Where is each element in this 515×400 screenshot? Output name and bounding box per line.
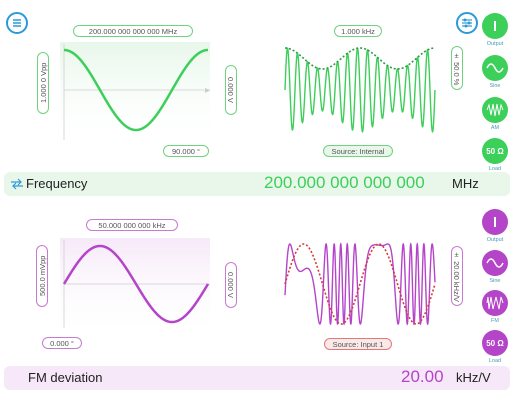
frequency-value[interactable]: 200.000 000 000 000 xyxy=(264,173,425,192)
settings-button[interactable] xyxy=(456,12,478,34)
sine-label-2: Sine xyxy=(489,278,501,284)
sine-label: Sine xyxy=(489,83,501,89)
fm-waveform-plot xyxy=(284,242,436,326)
fm-icon xyxy=(486,296,504,310)
carrier-amplitude-label-2[interactable]: 500.0 mVpp xyxy=(36,245,48,307)
power-icon xyxy=(494,217,496,227)
output-label: Output xyxy=(486,41,504,47)
modulation-depth-label[interactable]: ± 50.0 % xyxy=(451,46,463,90)
waveform-sine-button[interactable] xyxy=(482,55,508,81)
am-icon xyxy=(486,103,504,117)
modulation-source-label[interactable]: Source: Internal xyxy=(323,145,393,157)
menu-button[interactable] xyxy=(6,12,28,34)
modulation-frequency-label[interactable]: 1.000 kHz xyxy=(334,25,382,37)
fm-deviation-title: FM deviation xyxy=(28,370,103,385)
carrier-frequency-label-2[interactable]: 50.000 000 000 kHz xyxy=(86,219,178,231)
carrier-waveform-plot-2 xyxy=(60,238,210,330)
modulation-fm-button[interactable] xyxy=(482,290,508,316)
load-button[interactable]: 50 Ω xyxy=(482,138,508,164)
carrier-waveform-panel[interactable] xyxy=(60,42,210,142)
fm-deviation-unit: kHz/V xyxy=(456,370,491,385)
am-waveform-plot xyxy=(284,47,436,133)
modulation-waveform-panel-2[interactable] xyxy=(284,238,436,330)
fm-sensitivity-label[interactable]: ± 20.00 kHz/V xyxy=(451,246,463,306)
offset-arrow-icon: ▸ xyxy=(205,85,211,96)
swap-arrows-icon xyxy=(11,178,23,190)
carrier-offset-label[interactable]: 0.000 V xyxy=(225,65,237,115)
carrier-phase-label[interactable]: 90.000 ° xyxy=(163,145,209,157)
output-toggle-button-2[interactable] xyxy=(482,209,508,235)
sine-icon xyxy=(486,258,504,268)
hamburger-menu-icon xyxy=(13,19,21,27)
power-icon xyxy=(494,21,496,31)
modulation-waveform-panel[interactable] xyxy=(284,42,436,142)
frequency-unit: MHz xyxy=(452,176,479,191)
load-button-2[interactable]: 50 Ω xyxy=(482,330,508,356)
sliders-icon xyxy=(462,18,472,28)
modulation-source-label-2[interactable]: Source: Input 1 xyxy=(324,338,392,350)
carrier-phase-label-2[interactable]: 0.000 ° xyxy=(42,337,82,349)
carrier-waveform-plot xyxy=(60,42,210,142)
fm-label: FM xyxy=(491,318,499,324)
carrier-amplitude-label[interactable]: 1.000 0 Vpp xyxy=(37,52,49,114)
sine-icon xyxy=(486,63,504,73)
fm-deviation-value[interactable]: 20.00 xyxy=(401,367,444,386)
carrier-waveform-panel-2[interactable] xyxy=(60,238,210,330)
load-label: Load xyxy=(488,166,502,172)
output-label-2: Output xyxy=(486,237,504,243)
waveform-sine-button-2[interactable] xyxy=(482,250,508,276)
frequency-bar[interactable]: Frequency 200.000 000 000 000 MHz xyxy=(4,172,510,196)
modulation-am-button[interactable] xyxy=(482,97,508,123)
frequency-title: Frequency xyxy=(26,176,88,191)
carrier-offset-label-2[interactable]: 0.000 V xyxy=(225,262,237,308)
carrier-frequency-label[interactable]: 200.000 000 000 000 MHz xyxy=(73,25,193,37)
load-label-2: Load xyxy=(488,358,502,364)
fm-deviation-bar[interactable]: FM deviation 20.00 kHz/V xyxy=(4,366,510,390)
am-label: AM xyxy=(490,125,500,131)
output-toggle-button[interactable] xyxy=(482,13,508,39)
